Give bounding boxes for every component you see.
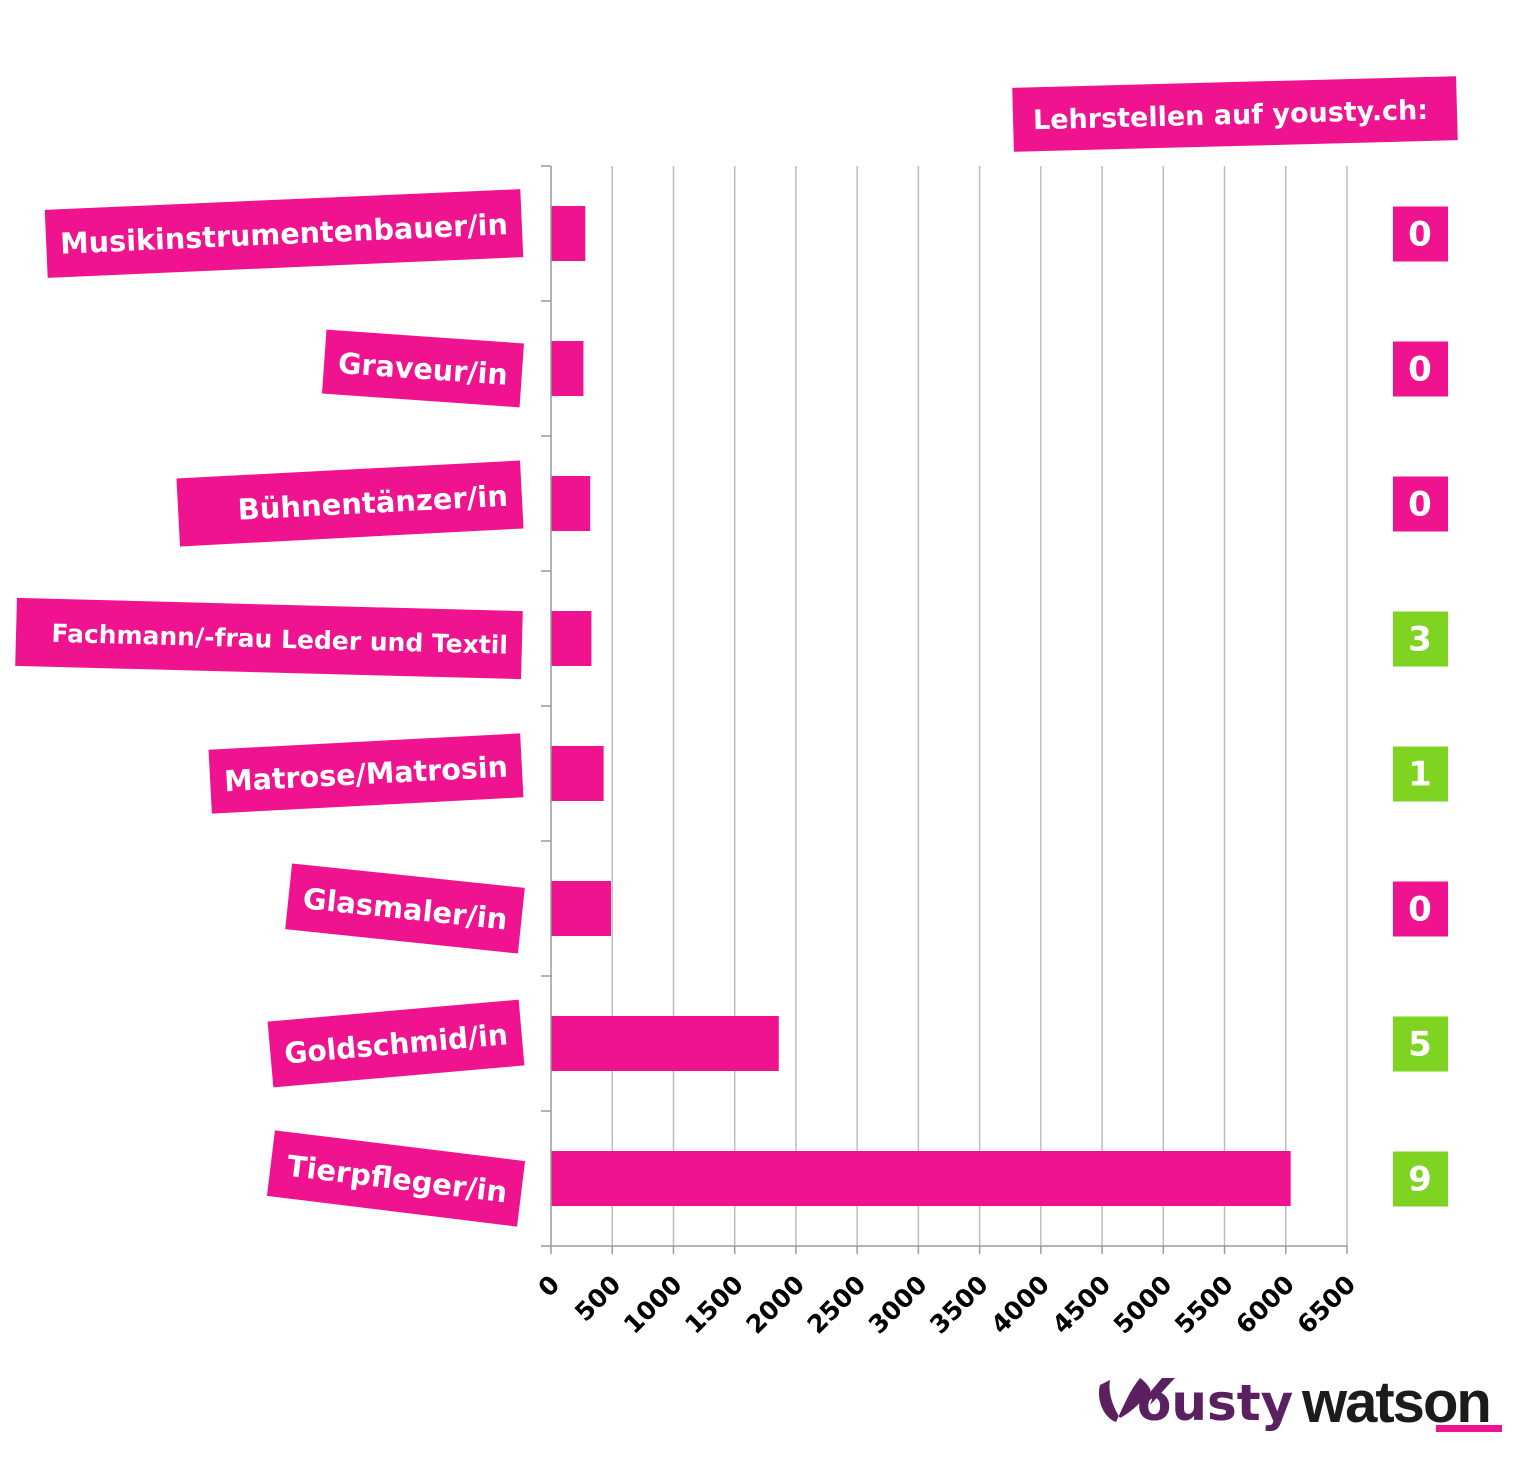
category-label-bg <box>322 329 524 408</box>
category-label-bg <box>176 460 524 547</box>
count-value: 0 <box>1408 890 1432 930</box>
x-tick-label: 1500 <box>679 1270 749 1340</box>
watson-logo: watson <box>1301 1370 1502 1435</box>
x-tick-label: 3500 <box>924 1270 994 1340</box>
count-badge <box>1393 611 1448 667</box>
apprenticeship-counts: 0 0 0 3 1 0 5 9 <box>1393 206 1448 1207</box>
yousty-logo: ousty <box>1098 1374 1293 1432</box>
grid-lines <box>550 166 1348 1254</box>
watson-underline <box>1436 1425 1502 1432</box>
watson-wordmark: watson <box>1301 1370 1490 1435</box>
category-label: Glasmaler/in <box>285 863 525 954</box>
category-label: Fachmann/-frau Leder und Textil <box>15 597 523 680</box>
count-value: 0 <box>1408 215 1432 255</box>
count-badge <box>1393 1151 1448 1207</box>
count-value: 9 <box>1408 1160 1432 1200</box>
bar <box>551 746 604 801</box>
category-label: Musikinstrumentenbauer/in <box>44 189 524 278</box>
x-tick-label: 4500 <box>1047 1270 1117 1340</box>
x-tick-label: 1000 <box>618 1270 688 1340</box>
bar <box>551 341 584 396</box>
x-tick-label: 5000 <box>1108 1270 1178 1340</box>
x-tick-label: 5500 <box>1169 1270 1239 1340</box>
bar <box>551 476 591 531</box>
count-badge <box>1393 881 1448 937</box>
category-labels: Musikinstrumentenbauer/in Graveur/in Bühne… <box>15 189 526 1227</box>
bar <box>551 881 612 936</box>
yousty-v-icon <box>1098 1378 1175 1422</box>
category-label-bg <box>266 1130 526 1227</box>
x-tick-label: 6000 <box>1230 1270 1300 1340</box>
count-value: 3 <box>1408 620 1432 660</box>
count-value: 0 <box>1408 485 1432 525</box>
x-tick-label: 3000 <box>863 1270 933 1340</box>
category-label: Matrose/Matrosin <box>208 733 524 814</box>
bars <box>551 206 1291 1206</box>
x-tick-labels: 0 500100015002000250030003500400045005000… <box>532 1270 1361 1340</box>
count-value: 1 <box>1408 755 1432 795</box>
category-label-bg <box>15 597 523 680</box>
bar <box>551 611 592 666</box>
count-badge <box>1393 746 1448 802</box>
x-tick-label: 2000 <box>740 1270 810 1340</box>
count-badge <box>1393 206 1448 262</box>
count-badge <box>1393 341 1448 397</box>
bar <box>551 1016 779 1071</box>
category-label: Bühnentänzer/in <box>176 460 524 547</box>
count-badge <box>1393 476 1448 532</box>
count-badge <box>1393 1016 1448 1072</box>
category-label-bg <box>208 733 524 814</box>
category-label: Tierpfleger/in <box>266 1130 526 1227</box>
bar <box>551 1151 1291 1206</box>
count-value: 0 <box>1408 350 1432 390</box>
bar <box>551 206 586 261</box>
category-label-bg <box>44 189 524 278</box>
x-tick-label: 6500 <box>1292 1270 1362 1340</box>
header-badge: Lehrstellen auf yousty.ch: <box>1012 76 1458 152</box>
category-label-bg <box>285 863 525 954</box>
yousty-wordmark: ousty <box>1137 1374 1293 1432</box>
count-value: 5 <box>1408 1025 1432 1065</box>
category-label-bg <box>267 999 525 1088</box>
axes <box>541 165 1347 1247</box>
x-tick-label: 4000 <box>985 1270 1055 1340</box>
header-badge-bg <box>1012 76 1458 152</box>
category-label: Goldschmid/in <box>267 999 525 1088</box>
x-tick-label: 0 <box>532 1270 565 1303</box>
x-tick-label: 2500 <box>802 1270 872 1340</box>
category-label: Graveur/in <box>322 329 524 408</box>
